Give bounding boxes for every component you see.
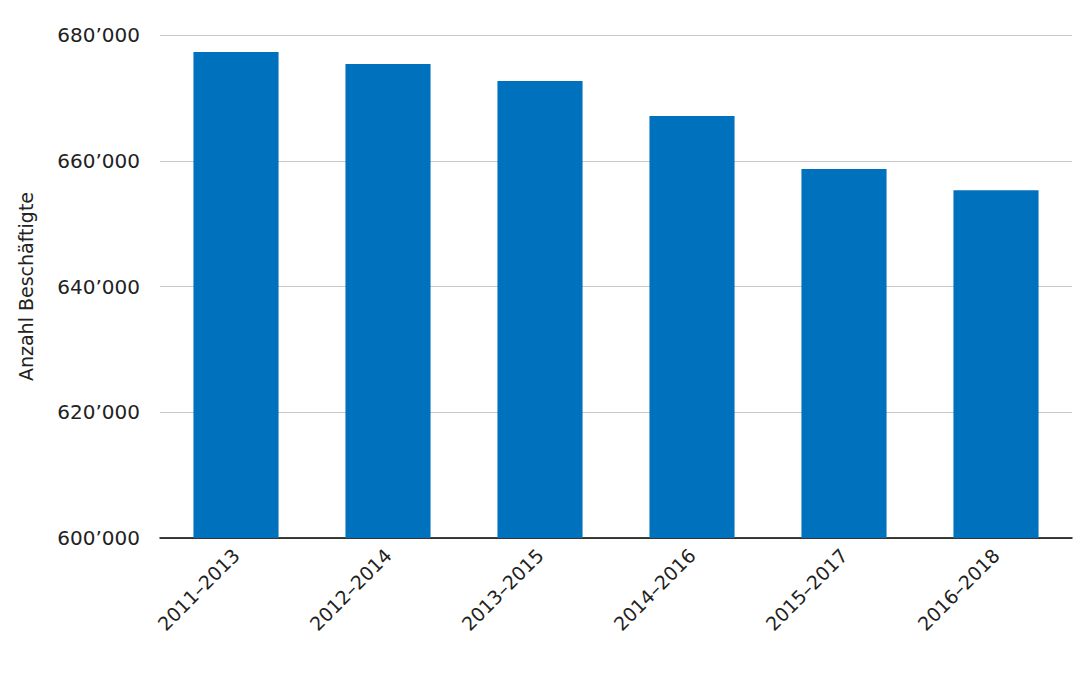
svg-text:680’000: 680’000 <box>57 23 140 47</box>
svg-text:640’000: 640’000 <box>57 275 140 299</box>
svg-text:2015–2017: 2015–2017 <box>761 544 852 635</box>
svg-text:600’000: 600’000 <box>57 526 140 550</box>
svg-text:620’000: 620’000 <box>57 400 140 424</box>
svg-text:660’000: 660’000 <box>57 149 140 173</box>
svg-text:2011–2013: 2011–2013 <box>153 544 244 635</box>
svg-text:Anzahl Beschäftigte: Anzahl Beschäftigte <box>15 192 37 381</box>
svg-text:2016–2018: 2016–2018 <box>913 544 1004 635</box>
svg-text:2013–2015: 2013–2015 <box>457 544 548 635</box>
svg-text:2012–2014: 2012–2014 <box>305 544 396 635</box>
svg-text:2014–2016: 2014–2016 <box>609 544 700 635</box>
